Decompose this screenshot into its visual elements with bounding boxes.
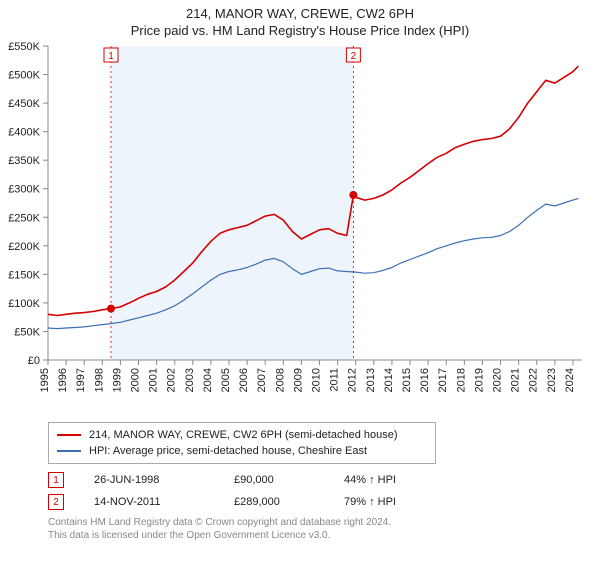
sale-marker: 1 xyxy=(48,472,64,488)
svg-text:2012: 2012 xyxy=(347,368,359,392)
svg-text:2005: 2005 xyxy=(220,368,232,392)
svg-text:2002: 2002 xyxy=(166,368,178,392)
sale-price: £289,000 xyxy=(234,496,314,508)
svg-text:£50K: £50K xyxy=(14,326,40,338)
svg-text:2020: 2020 xyxy=(492,368,504,392)
svg-text:£250K: £250K xyxy=(8,212,40,224)
chart-container: £0 £50K £100K £150K £200K £250K £300K £350K £400… xyxy=(0,38,600,418)
svg-text:£100K: £100K xyxy=(8,298,40,310)
sale-price: £90,000 xyxy=(234,474,314,486)
svg-text:2023: 2023 xyxy=(546,368,558,392)
svg-text:1999: 1999 xyxy=(111,368,123,392)
svg-text:2000: 2000 xyxy=(130,368,142,392)
svg-text:2017: 2017 xyxy=(437,368,449,392)
svg-text:1996: 1996 xyxy=(57,368,69,392)
legend-swatch xyxy=(57,434,81,436)
svg-text:£150K: £150K xyxy=(8,269,40,281)
svg-text:£300K: £300K xyxy=(8,184,40,196)
svg-text:1997: 1997 xyxy=(75,368,87,392)
footnote-line-1: Contains HM Land Registry data © Crown c… xyxy=(48,516,548,529)
sale-date: 14-NOV-2011 xyxy=(94,496,204,508)
sale-marker: 2 xyxy=(48,494,64,510)
svg-text:2014: 2014 xyxy=(383,368,395,392)
svg-text:1998: 1998 xyxy=(93,368,105,392)
legend-row: HPI: Average price, semi-detached house,… xyxy=(57,443,427,459)
legend-swatch xyxy=(57,450,81,452)
svg-text:2001: 2001 xyxy=(148,368,160,392)
legend-label: HPI: Average price, semi-detached house,… xyxy=(89,443,367,459)
svg-text:2016: 2016 xyxy=(419,368,431,392)
svg-text:2022: 2022 xyxy=(528,368,540,392)
svg-text:1995: 1995 xyxy=(39,368,51,392)
sales-table: 1 26-JUN-1998 £90,000 44% ↑ HPI 2 14-NOV-2011… xyxy=(48,472,600,510)
legend: 214, MANOR WAY, CREWE, CW2 6PH (semi-det… xyxy=(48,422,436,464)
sale-pct: 79% ↑ HPI xyxy=(344,496,424,508)
svg-text:2015: 2015 xyxy=(401,368,413,392)
legend-row: 214, MANOR WAY, CREWE, CW2 6PH (semi-det… xyxy=(57,427,427,443)
svg-text:2004: 2004 xyxy=(202,368,214,392)
sale-date: 26-JUN-1998 xyxy=(94,474,204,486)
svg-text:2013: 2013 xyxy=(365,368,377,392)
footnote-line-2: This data is licensed under the Open Gov… xyxy=(48,529,548,542)
chart-title: 214, MANOR WAY, CREWE, CW2 6PH xyxy=(0,6,600,21)
svg-text:2024: 2024 xyxy=(564,368,576,392)
sale-pct: 44% ↑ HPI xyxy=(344,474,424,486)
sale-row: 1 26-JUN-1998 £90,000 44% ↑ HPI xyxy=(48,472,600,488)
svg-text:2007: 2007 xyxy=(256,368,268,392)
svg-text:2018: 2018 xyxy=(455,368,467,392)
svg-text:£200K: £200K xyxy=(8,241,40,253)
svg-text:£550K: £550K xyxy=(8,41,40,53)
svg-text:£0: £0 xyxy=(28,355,40,367)
legend-label: 214, MANOR WAY, CREWE, CW2 6PH (semi-det… xyxy=(89,427,398,443)
svg-text:£350K: £350K xyxy=(8,155,40,167)
sale-row: 2 14-NOV-2011 £289,000 79% ↑ HPI xyxy=(48,494,600,510)
svg-text:2019: 2019 xyxy=(473,368,485,392)
svg-text:2: 2 xyxy=(351,51,357,62)
chart-subtitle: Price paid vs. HM Land Registry's House … xyxy=(0,23,600,38)
svg-text:2021: 2021 xyxy=(510,368,522,392)
footnote: Contains HM Land Registry data © Crown c… xyxy=(48,516,548,542)
svg-text:1: 1 xyxy=(108,51,114,62)
price-chart: £0 £50K £100K £150K £200K £250K £300K £350K £400… xyxy=(0,38,600,418)
svg-text:2010: 2010 xyxy=(311,368,323,392)
svg-text:2011: 2011 xyxy=(329,368,341,392)
svg-text:2006: 2006 xyxy=(238,368,250,392)
svg-text:2008: 2008 xyxy=(274,368,286,392)
svg-text:£500K: £500K xyxy=(8,70,40,82)
svg-text:£450K: £450K xyxy=(8,98,40,110)
svg-text:2009: 2009 xyxy=(292,368,304,392)
svg-text:2003: 2003 xyxy=(184,368,196,392)
svg-text:£400K: £400K xyxy=(8,127,40,139)
